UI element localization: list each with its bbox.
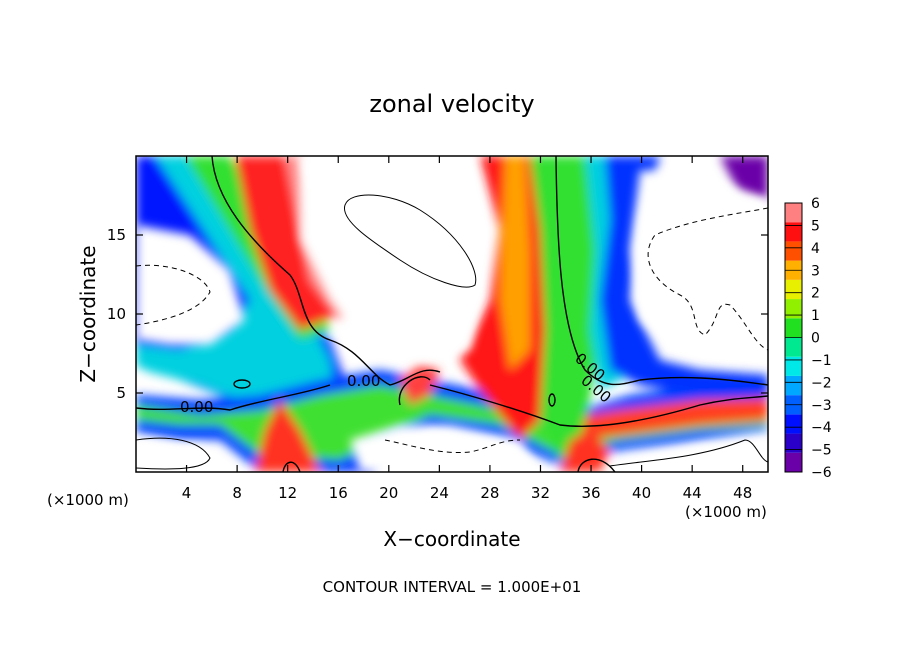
chart-title: zonal velocity [369,90,534,118]
colorbar-swatch [785,414,802,434]
colorbar-swatch [785,337,802,357]
contour-bottom-left [282,461,301,472]
contour-bottom-left-solid [136,437,211,470]
colorbar-tick-label: 0 [811,331,820,347]
band-right-blue [600,156,768,395]
contour-small-loop-2 [548,393,556,407]
y-tick-label: 5 [116,384,126,402]
contour-label-1: 0.00 [347,372,380,390]
x-axis-label: X−coordinate [383,527,520,551]
colorbar-swatch [785,299,802,319]
white-region-bottom-right [610,440,768,472]
white-region-upper-left [136,225,245,345]
velocity-field: 0.00 0.00 0.00 0.00 [136,156,768,472]
colorbar-tick-label: −5 [811,443,832,459]
colorbar-swatch [785,279,802,300]
contour-label-2: 0.00 [180,398,213,416]
x-tick-label: 8 [232,484,242,502]
band-low-red [560,398,768,440]
bottom-center-red [560,430,610,472]
colorbar-tick-label: 5 [811,218,820,234]
x-tick-label: 28 [480,484,499,502]
colorbar: −6 −5 −4 −3 −2 −1 0 1 2 3 4 5 6 [784,196,832,481]
colorbar-tick-label: −4 [811,420,832,436]
colorbar-tick-label: 2 [811,286,820,302]
y-axis: 5 10 15 [107,226,768,402]
colorbar-tick-label: −6 [811,465,832,481]
contour-negative-left [136,264,211,326]
white-region-bottom-left [136,440,235,472]
contour-negative-right [647,207,768,351]
bottom-left-red [255,400,320,472]
x-tick-label: 36 [581,484,600,502]
x-unit-left: (×1000 m) [47,491,129,509]
colorbar-swatch [785,203,802,223]
band-right-violet [720,156,768,200]
x-tick-label: 4 [182,484,192,502]
white-region-upper-right [630,170,768,360]
x-tick-label: 16 [329,484,348,502]
contour-zero-lower-right [429,384,768,427]
band-right-orange [500,156,530,370]
x-axis: 4 8 12 16 20 24 28 32 36 40 44 48 [182,156,752,502]
contour-positive-ellipse [344,194,477,288]
colorbar-tick-label: 3 [811,263,820,279]
colorbar-swatch [785,433,802,453]
x-unit-right: (×1000 m) [685,503,767,521]
colorbar-swatch [785,452,802,472]
contour-zero-low [136,384,331,411]
x-tick-label: 24 [430,484,449,502]
y-axis-label: Z−coordinate [76,245,100,382]
colorbar-tick-label: 1 [811,308,820,324]
colorbar-tick-label: −3 [811,398,832,414]
colorbar-tick-label: 6 [811,196,820,212]
white-region-bottom-middle [350,425,540,472]
contour-small-loop-1 [233,379,251,389]
contour-zero-left [211,156,441,386]
x-tick-label: 20 [379,484,398,502]
x-tick-label: 44 [683,484,702,502]
colorbar-swatch [785,356,802,376]
y-tick-label: 10 [107,305,126,323]
mid-red-blob [400,365,440,405]
contour-zero-right [555,156,768,386]
colorbar-tick-label: −2 [811,375,832,391]
colorbar-swatch [785,375,802,396]
contour-negative-bottom [384,439,521,454]
y-tick-label: 15 [107,226,126,244]
x-tick-label: 12 [278,484,297,502]
colorbar-tick-label: 4 [811,241,820,257]
colorbar-tick-label: −1 [811,353,832,369]
colorbar-swatch [785,318,802,338]
x-tick-label: 32 [531,484,550,502]
colorbar-swatch [785,222,802,242]
x-tick-label: 48 [733,484,752,502]
contour-loop-mid [398,376,431,406]
contour-interval-note: CONTOUR INTERVAL = 1.000E+01 [323,578,582,596]
contour-bottom-center [577,458,616,472]
contour-bottom-right-solid [609,439,768,467]
x-tick-label: 40 [632,484,651,502]
colorbar-swatch [785,241,802,261]
